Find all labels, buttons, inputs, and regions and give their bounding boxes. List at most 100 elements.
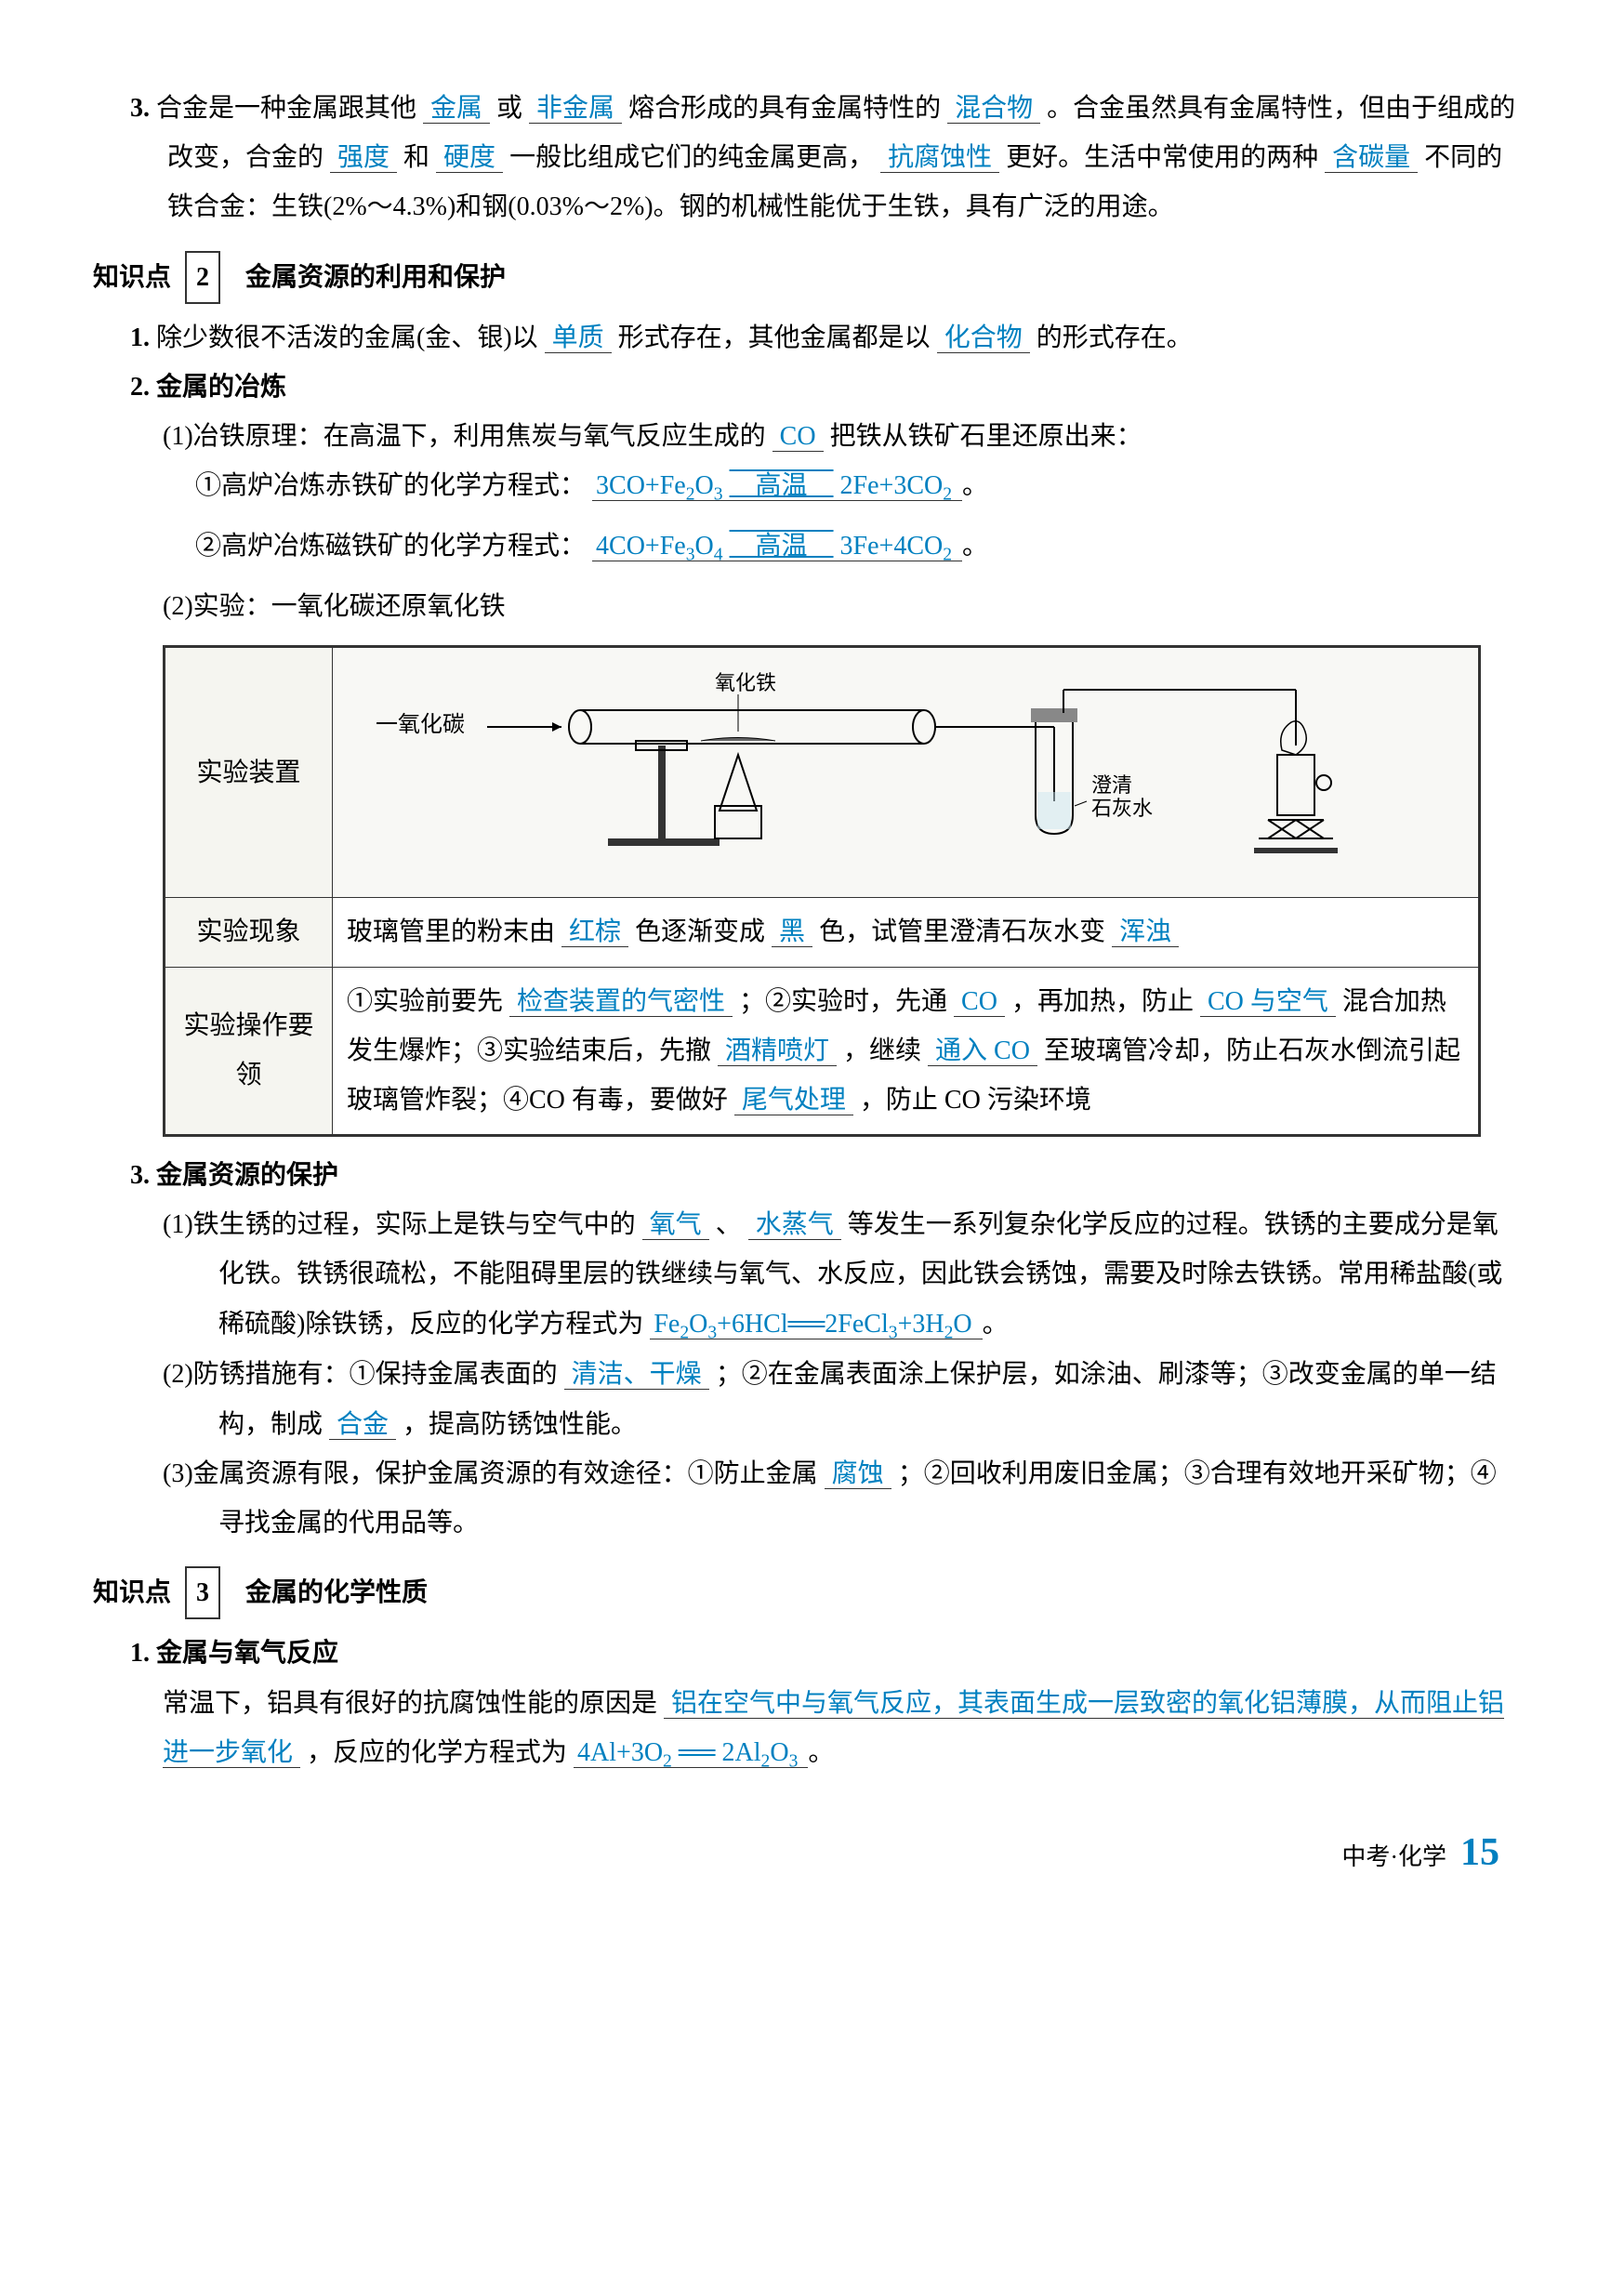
text: 或 (496, 94, 522, 123)
text: 金属与氧气反应 (156, 1639, 338, 1668)
prefix: (2) (163, 1360, 193, 1389)
eq-prefix: ①高炉冶炼赤铁矿的化学方程式： (195, 471, 586, 500)
row-header: 实验操作要领 (165, 967, 333, 1135)
blank: 强度 (330, 143, 397, 173)
prefix: (3) (163, 1459, 193, 1488)
kp-label: 知识点 (93, 263, 171, 292)
text: 玻璃管里的粉末由 (347, 917, 555, 946)
blank: 硬度 (436, 143, 503, 173)
text: 和 (403, 143, 429, 172)
blank: 抗腐蚀性 (880, 143, 999, 173)
text: 防锈措施有：①保持金属表面的 (193, 1360, 558, 1389)
blank: 混合物 (947, 94, 1040, 124)
kp-number: 3 (185, 1566, 220, 1619)
equation-blank: 4Al+3O2 ══ 2Al2O3 (574, 1738, 808, 1768)
knowledge-point-3-header: 知识点 3 金属的化学性质 (93, 1566, 1518, 1619)
equation: Fe2O3+6HCl══2FeCl3+3H2O (654, 1310, 971, 1339)
equation-blank: 3CO+Fe2O3 高温 2Fe+3CO2 (592, 471, 962, 501)
text: 更好。生活中常使用的两种 (1006, 143, 1318, 172)
page-footer: 中考·化学 15 (93, 1816, 1518, 1891)
blank: 黑 (772, 917, 812, 947)
apparatus-diagram: 一氧化碳 氧化铁 (347, 662, 1464, 866)
equation: 3CO+Fe2O3 高温 2Fe+3CO2 (596, 471, 952, 500)
blank: CO 与空气 (1200, 987, 1336, 1017)
text: 铁生锈的过程，实际上是铁与空气中的 (193, 1210, 636, 1239)
blank: 金属 (423, 94, 490, 124)
blank: 腐蚀 (825, 1459, 891, 1489)
text: 金属的冶炼 (156, 373, 286, 402)
text: 。 (808, 1738, 834, 1767)
text: ；②实验时，先通 (739, 987, 947, 1016)
kp-title: 金属资源的利用和保护 (245, 263, 506, 292)
page-number: 15 (1460, 1831, 1499, 1874)
equation-2: ②高炉冶炼磁铁矿的化学方程式： 4CO+Fe3O4 高温 3Fe+4CO2 。 (195, 521, 1518, 573)
text: 的形式存在。 (1037, 323, 1193, 352)
text: 金属资源的保护 (156, 1161, 338, 1190)
apparatus-diagram-cell: 一氧化碳 氧化铁 (333, 648, 1479, 898)
blank: 合金 (329, 1410, 396, 1440)
blank: 通入 CO (928, 1036, 1037, 1066)
kp2-item-2-title: 2. 金属的冶炼 (130, 363, 1518, 412)
kp-number: 2 (185, 251, 220, 304)
equation: 4CO+Fe3O4 高温 3Fe+4CO2 (596, 532, 952, 561)
table-row-apparatus: 实验装置 一氧化碳 氧化铁 (165, 648, 1479, 898)
blank: 单质 (545, 323, 612, 353)
experiment-table: 实验装置 一氧化碳 氧化铁 (163, 645, 1481, 1137)
kp2-3-2: (2)防锈措施有：①保持金属表面的 清洁、干燥 ；②在金属表面涂上保护层，如涂油… (218, 1350, 1518, 1448)
text: 合金是一种金属跟其他 (156, 94, 416, 123)
co-label: 一氧化碳 (376, 712, 465, 737)
blank: 检查装置的气密性 (509, 987, 733, 1017)
text: ，再加热，防止 (1011, 987, 1194, 1016)
item-number: 3. (130, 94, 150, 123)
kp3-item-1-title: 1. 金属与氧气反应 (130, 1629, 1518, 1678)
text: 实验：一氧化碳还原氧化铁 (193, 592, 506, 621)
kp3-1-text: 常温下，铝具有很好的抗腐蚀性能的原因是 铝在空气中与氧气反应，其表面生成一层致密… (163, 1679, 1518, 1779)
text: 熔合形成的具有金属特性的 (628, 94, 941, 123)
table-row-phenomenon: 实验现象 玻璃管里的粉末由 红棕 色逐渐变成 黑 色，试管里澄清石灰水变 浑浊 (165, 898, 1479, 967)
text: 。 (983, 1310, 1009, 1339)
blank: 尾气处理 (734, 1086, 853, 1115)
text: ，反应的化学方程式为 (307, 1738, 567, 1767)
procedure-cell: ①实验前要先 检查装置的气密性 ；②实验时，先通 CO ，再加热，防止 CO 与… (333, 967, 1479, 1135)
row-header: 实验现象 (165, 898, 333, 967)
table-row-procedure: 实验操作要领 ①实验前要先 检查装置的气密性 ；②实验时，先通 CO ，再加热，… (165, 967, 1479, 1135)
kp2-item-3-title: 3. 金属资源的保护 (130, 1151, 1518, 1200)
text: 形式存在，其他金属都是以 (618, 323, 931, 352)
prefix: (1) (163, 422, 193, 451)
blank: 化合物 (937, 323, 1030, 353)
kp-title: 金属的化学性质 (245, 1578, 428, 1607)
kp2-3-1: (1)铁生锈的过程，实际上是铁与空气中的 氧气 、 水蒸气 等发生一系列复杂化学… (218, 1200, 1518, 1350)
blank: 氧气 (642, 1210, 709, 1240)
prefix: (2) (163, 592, 193, 621)
item-number: 1. (130, 323, 150, 352)
blank: CO (954, 987, 1005, 1017)
text: ①实验前要先 (347, 987, 503, 1016)
prefix: (1) (163, 1210, 193, 1239)
blank: 浑浊 (1112, 917, 1179, 947)
item-number: 2. (130, 373, 150, 402)
lime-label: 澄清 (1091, 773, 1132, 797)
blank: 清洁、干燥 (564, 1360, 709, 1390)
kp2-3-3: (3)金属资源有限，保护金属资源的有效途径：①防止金属 腐蚀 ；②回收利用废旧金… (218, 1449, 1518, 1548)
text: 色，试管里澄清石灰水变 (819, 917, 1105, 946)
blank: 酒精喷灯 (718, 1036, 837, 1066)
text: 一般比组成它们的纯金属更高， (509, 143, 874, 172)
item-3: 3. 合金是一种金属跟其他 金属 或 非金属 熔合形成的具有金属特性的 混合物 … (167, 84, 1518, 232)
blank: CO (772, 422, 824, 452)
footer-text: 中考·化学 (1341, 1843, 1446, 1870)
text: 冶铁原理：在高温下，利用焦炭与氧气反应生成的 (193, 422, 766, 451)
text: 把铁从铁矿石里还原出来： (830, 422, 1142, 451)
text: 常温下，铝具有很好的抗腐蚀性能的原因是 (163, 1689, 657, 1718)
blank: 非金属 (529, 94, 622, 124)
equation: 4Al+3O2 ══ 2Al2O3 (577, 1738, 798, 1767)
kp-label: 知识点 (93, 1578, 171, 1607)
equation-blank: 4CO+Fe3O4 高温 3Fe+4CO2 (592, 532, 962, 561)
item-number: 3. (130, 1161, 150, 1190)
text: 色逐渐变成 (635, 917, 765, 946)
page-content: 3. 合金是一种金属跟其他 金属 或 非金属 熔合形成的具有金属特性的 混合物 … (93, 84, 1518, 1890)
equation-blank: Fe2O3+6HCl══2FeCl3+3H2O (650, 1310, 982, 1339)
suffix: 。 (962, 532, 988, 561)
kp2-item-1: 1. 除少数很不活泼的金属(金、银)以 单质 形式存在，其他金属都是以 化合物 … (167, 313, 1518, 363)
text: 除少数很不活泼的金属(金、银)以 (156, 323, 538, 352)
text: ，继续 (843, 1036, 921, 1065)
